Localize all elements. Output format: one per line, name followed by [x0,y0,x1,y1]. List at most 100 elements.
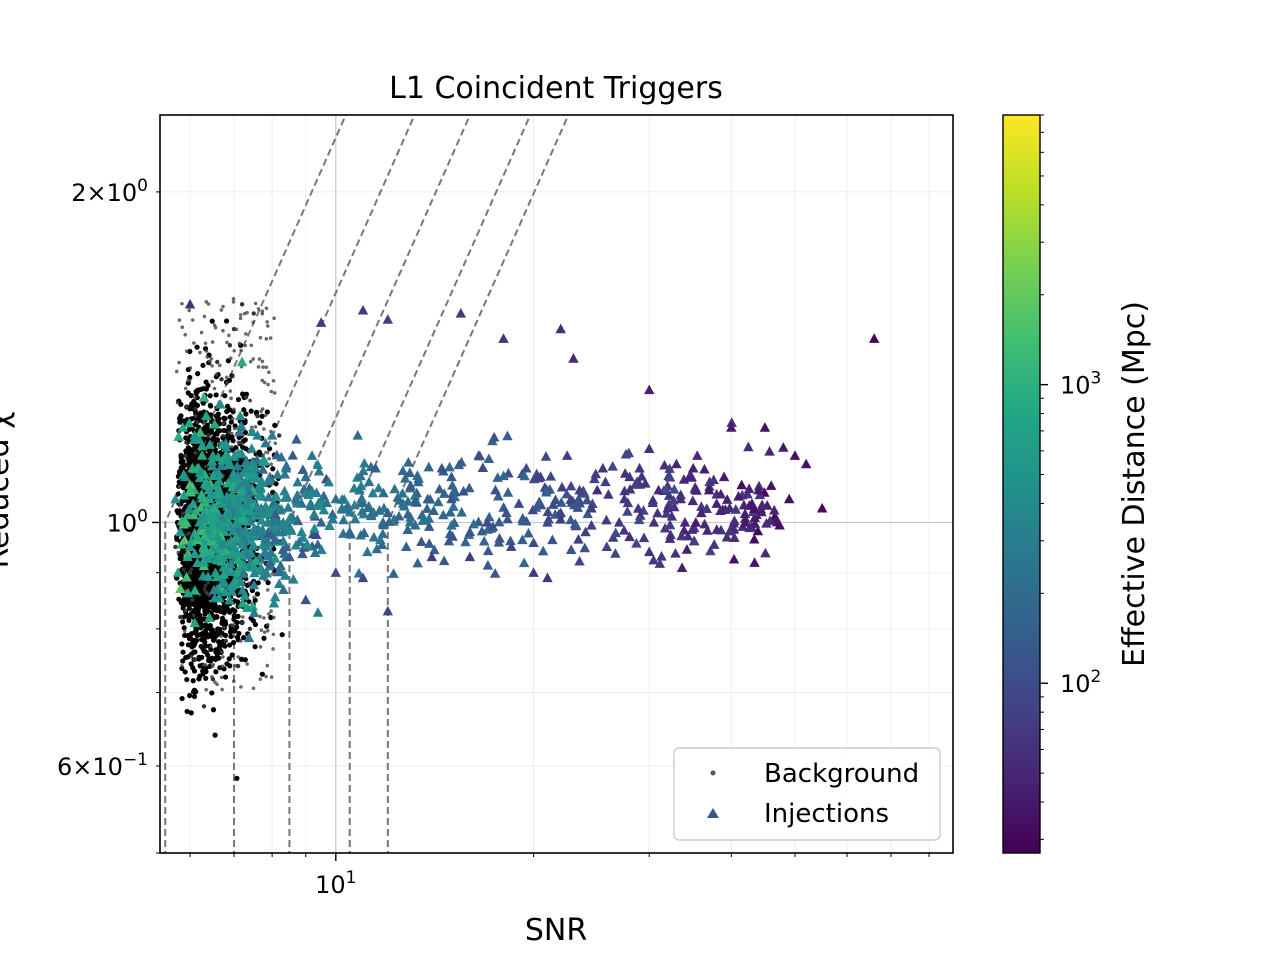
injection-point [239,590,251,600]
injection-point [528,537,539,548]
injection-point [749,557,760,567]
background-point [222,625,226,630]
injection-point [196,489,207,499]
background-point [239,348,243,353]
injection-point [659,459,670,470]
background-point [210,707,217,713]
injection-point [513,498,525,508]
background-point [203,649,210,656]
injection-point [367,487,379,498]
injection-point [464,482,475,493]
injection-point [382,314,394,324]
background-point [202,587,207,591]
background-point [210,629,216,635]
background-point [198,386,204,392]
background-point [255,413,260,419]
background-point [229,445,234,449]
background-point [184,349,189,353]
injection-point [232,554,244,565]
background-point [261,635,267,641]
injection-point [660,483,671,494]
injection-point [729,532,740,543]
injection-point [545,471,556,481]
injection-point [636,471,647,481]
injection-point [647,497,658,508]
background-point [214,437,221,443]
injection-point [336,503,348,514]
injection-point [438,509,449,520]
background-point [221,415,227,421]
background-point [270,466,276,472]
legend-box [673,747,941,841]
injection-point [224,594,235,605]
background-point [237,341,242,346]
injection-point [277,544,289,555]
background-point [272,316,276,321]
injection-point [743,483,755,494]
injection-point [363,500,375,511]
injection-point [373,482,384,493]
background-point [231,679,236,684]
injection-point [371,543,383,554]
injection-point [661,508,672,518]
injection-point [254,491,265,501]
injection-point [377,528,389,539]
injection-point [232,507,244,518]
background-point [265,623,270,627]
injection-point [216,512,228,523]
background-point [227,333,231,338]
injection-point [590,468,601,479]
injection-point [314,500,325,510]
injection-point [423,461,434,472]
background-point [222,618,228,625]
background-point [234,327,239,332]
background-point [191,398,197,405]
injection-point [238,568,249,578]
background-point [267,370,271,375]
injection-point [291,434,302,444]
background-point [262,616,266,620]
injection-point [284,551,295,562]
background-point [215,626,221,632]
injection-point [540,451,552,461]
background-point [205,436,211,442]
injection-point [324,520,335,530]
injection-point [270,516,281,527]
injection-point [652,507,663,518]
injection-point [256,514,267,525]
background-point [186,605,193,612]
background-point [256,365,261,369]
background-point [227,609,233,615]
background-point [178,479,184,486]
injection-point [376,539,388,550]
injection-point [377,516,389,527]
background-point [248,359,253,364]
background-point [179,665,185,672]
injection-point [409,490,421,500]
injection-point [601,541,613,551]
injection-point [488,431,500,442]
background-point [271,615,276,620]
injection-point [242,602,253,612]
injection-point [279,468,291,479]
background-point [207,393,213,399]
background-point [177,484,182,489]
background-point [219,634,224,638]
injection-point [535,471,546,482]
injection-point [702,525,713,535]
background-point [204,600,210,606]
background-point [201,704,207,709]
injection-point [570,519,582,530]
injection-point [434,483,445,494]
injection-point [219,586,231,597]
injection-point [263,475,274,486]
injection-point [384,516,395,526]
injection-point [315,516,327,527]
background-point [228,633,234,640]
background-point [228,389,233,393]
colorbar-tick-labels: 102 103 [1060,369,1101,699]
injection-point [184,484,196,495]
background-point [173,544,178,550]
legend-background-label: Background [764,759,919,789]
background-point [239,685,243,689]
